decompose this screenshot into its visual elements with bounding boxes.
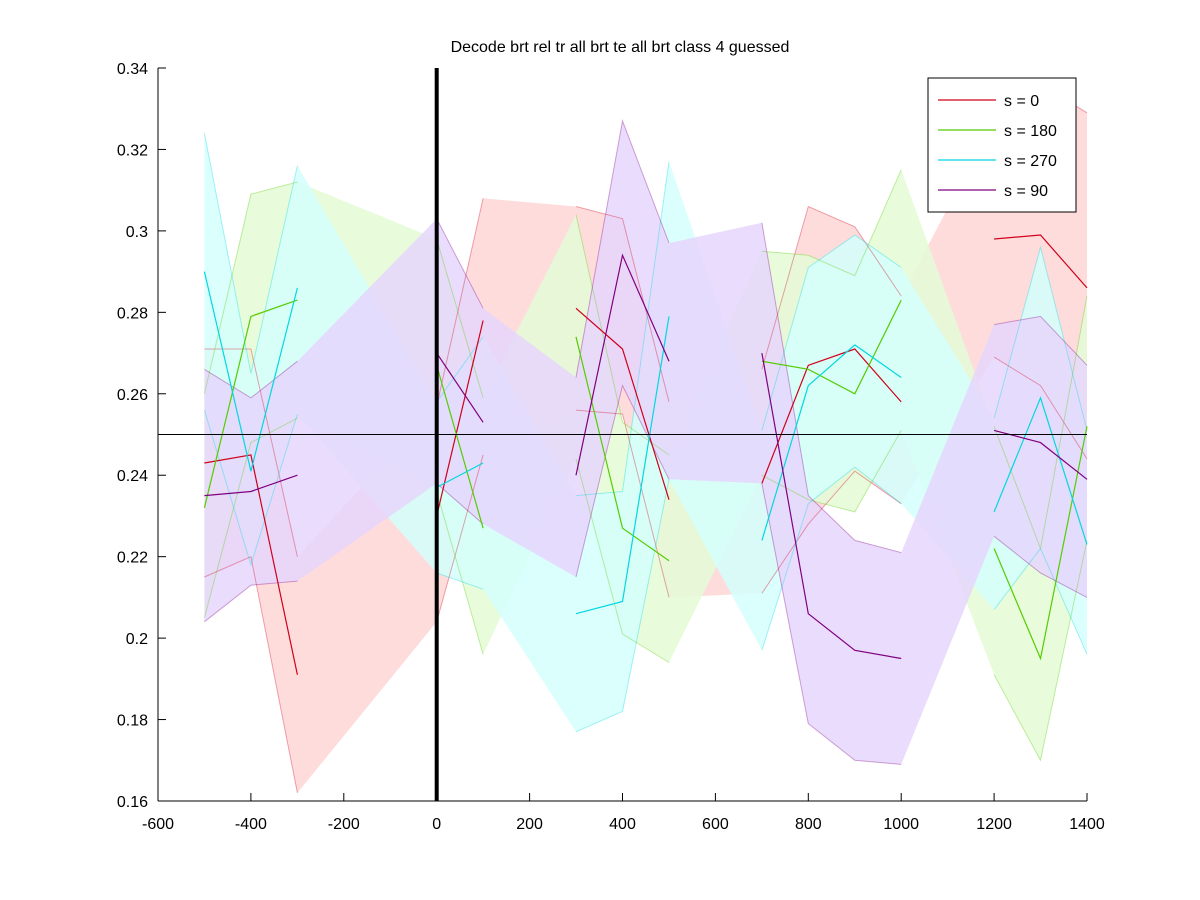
band-lower-edge-s-90 (204, 580, 298, 623)
band-lower-edge-s-0 (575, 409, 670, 598)
x-tick-label: 600 (702, 816, 729, 833)
x-tick-label: 200 (516, 816, 543, 833)
y-tick-label: 0.32 (117, 142, 148, 159)
band-s-270 (204, 133, 1087, 732)
series-lines (203, 83, 1088, 793)
band-upper-edge-s-0 (204, 348, 298, 557)
series-line-s-0 (575, 307, 670, 500)
band-upper-edge-s-180 (761, 169, 902, 277)
band-lower-edge-s-180 (575, 458, 670, 663)
band-upper-edge-s-90 (575, 119, 670, 378)
band-lower-edge-s-180 (203, 417, 298, 618)
legend: s = 0 s = 180 s = 270 s = 90 (927, 77, 1077, 213)
band-upper-edge-s-180 (575, 214, 670, 456)
series-line-s-0 (761, 348, 902, 484)
reference-lines (158, 68, 1087, 801)
y-tick-label: 0.34 (117, 61, 148, 78)
series-line-s-180 (203, 299, 298, 508)
x-tick-label: 400 (609, 816, 636, 833)
band-upper-edge-s-270 (761, 234, 902, 431)
band-lower-edge-s-270 (575, 479, 670, 733)
band-upper-edge-s-90 (994, 315, 1088, 366)
band-upper-edge-s-0 (436, 198, 484, 407)
band-lower-edge-s-0 (204, 555, 298, 793)
band-lower-edge-s-270 (993, 547, 1088, 655)
band-lower-edge-s-180 (993, 540, 1088, 762)
band-lower-edge-s-270 (761, 466, 902, 651)
axes: -600 -400 -200 0 200 400 600 800 1000 1200 1400 0.1… (117, 61, 1105, 833)
legend-box (927, 77, 1077, 213)
band-lower-edge-s-90 (761, 483, 902, 765)
x-tick-label: -600 (142, 816, 174, 833)
y-tick-label: 0.2 (126, 631, 148, 648)
band-upper-edge-s-90 (761, 222, 902, 554)
series-line-s-90 (761, 352, 902, 660)
x-tick-label: 1200 (976, 816, 1012, 833)
legend-label: s = 180 (1004, 123, 1057, 140)
legend-label: s = 270 (1004, 153, 1057, 170)
series-line-s-0 (204, 454, 298, 675)
band-lower-edge-s-90 (436, 483, 484, 525)
series-line-s-270 (436, 462, 484, 488)
series-line-s-90 (204, 474, 298, 497)
series-line-s-180 (436, 365, 484, 529)
chart-title: Decode brt rel tr all brt te all brt cla… (451, 39, 790, 56)
band-lower-edge-s-0 (761, 470, 902, 594)
series-line-s-270 (761, 344, 902, 541)
band-lower-edge-s-270 (436, 572, 484, 590)
band-upper-edge-s-180 (993, 295, 1088, 551)
series-line-s-270 (203, 271, 298, 472)
y-tick-label: 0.16 (117, 794, 148, 811)
band-upper-edge-s-180 (436, 238, 484, 399)
y-tick-label: 0.26 (117, 387, 148, 404)
series-line-s-90 (575, 253, 670, 476)
band-upper-edge-s-0 (761, 205, 902, 370)
series-line-s-180 (993, 426, 1088, 661)
band-upper-edge-s-180 (203, 181, 298, 394)
band-lower-edge-s-90 (993, 535, 1088, 598)
y-tick-label: 0.18 (117, 713, 148, 730)
x-tick-label: 1400 (1069, 816, 1105, 833)
x-tick-label: -200 (328, 816, 360, 833)
series-line-s-180 (761, 299, 902, 395)
x-tick-label: 1000 (883, 816, 919, 833)
band-lower-edge-s-270 (203, 409, 298, 567)
x-tick-label: 800 (795, 816, 822, 833)
series-line-s-270 (993, 396, 1088, 545)
band-s-90 (204, 120, 1087, 765)
y-tick-label: 0.28 (117, 305, 148, 322)
band-upper-edge-s-270 (203, 133, 298, 374)
legend-label: s = 0 (1004, 93, 1039, 110)
band-upper-edge-s-270 (575, 161, 670, 497)
x-tick-label: 0 (432, 816, 441, 833)
band-upper-edge-s-90 (204, 360, 298, 399)
band-lower-edge-s-180 (436, 491, 484, 655)
y-tick-label: 0.22 (117, 550, 148, 567)
series-line-s-0 (994, 234, 1088, 289)
band-lower-edge-s-0 (436, 454, 484, 622)
band-lower-edge-s-180 (761, 430, 902, 513)
x-tick-label: -400 (235, 816, 267, 833)
y-tick-label: 0.3 (126, 224, 148, 241)
y-tick-label: 0.24 (117, 468, 148, 485)
series-line-s-90 (436, 352, 484, 423)
band-upper-edge-s-0 (575, 206, 670, 403)
band-upper-edge-s-90 (436, 218, 484, 309)
legend-label: s = 90 (1004, 183, 1048, 200)
confidence-bands (204, 84, 1087, 793)
band-upper-edge-s-270 (993, 245, 1088, 431)
series-line-s-270 (575, 316, 670, 615)
